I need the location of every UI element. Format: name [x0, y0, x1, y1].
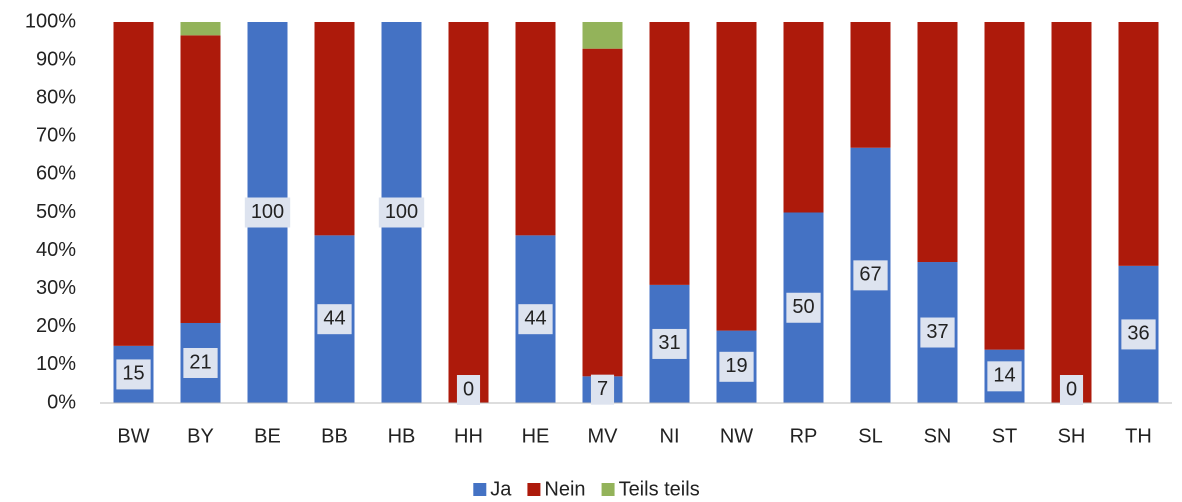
data-label: 14 — [993, 365, 1015, 387]
x-tick-label: BE — [254, 425, 281, 447]
data-label: 37 — [926, 321, 948, 343]
x-tick-label: HE — [522, 425, 550, 447]
data-label: 19 — [725, 355, 747, 377]
bar-segment — [984, 22, 1025, 350]
y-tick-label: 30% — [36, 277, 76, 299]
bar-segment — [314, 22, 355, 236]
x-tick-label: HB — [388, 425, 416, 447]
legend-swatch — [601, 483, 615, 496]
data-label: 21 — [189, 351, 211, 373]
y-tick-label: 40% — [36, 239, 76, 261]
bar-segment — [448, 22, 489, 403]
data-label-box — [518, 304, 553, 335]
data-label-box — [116, 359, 151, 390]
y-tick-label: 50% — [36, 201, 76, 223]
y-tick-label: 70% — [36, 125, 76, 147]
x-tick-label: TH — [1125, 425, 1152, 447]
x-tick-label: BY — [187, 425, 214, 447]
data-label: 0 — [1066, 378, 1077, 400]
data-label-box — [853, 260, 888, 291]
data-label-box — [244, 197, 291, 228]
data-label: 44 — [323, 307, 345, 329]
bar-segment — [515, 22, 556, 236]
x-tick-label: RP — [790, 425, 818, 447]
x-tick-label: SL — [858, 425, 882, 447]
data-label-box — [590, 374, 615, 405]
data-label-box — [652, 328, 687, 359]
x-tick-label: BB — [321, 425, 348, 447]
bar-segment — [1051, 22, 1092, 403]
data-label: 31 — [658, 332, 680, 354]
bar-segment — [180, 22, 221, 36]
data-label-box — [1059, 375, 1084, 405]
bar-segment — [649, 22, 690, 285]
x-tick-label: MV — [588, 425, 619, 447]
x-tick-label: SH — [1058, 425, 1086, 447]
legend-swatch — [473, 483, 487, 496]
data-label: 0 — [463, 378, 474, 400]
legend-swatch — [527, 483, 541, 496]
y-tick-label: 20% — [36, 315, 76, 337]
data-label: 36 — [1127, 323, 1149, 345]
data-label-box — [183, 347, 218, 378]
bar-segment — [113, 22, 154, 346]
bar-segment — [180, 35, 221, 323]
y-tick-label: 10% — [36, 353, 76, 375]
data-label-box — [1121, 319, 1156, 350]
data-label-box — [378, 197, 425, 228]
data-label: 100 — [251, 201, 284, 223]
y-tick-label: 100% — [25, 10, 76, 32]
data-label-box — [456, 375, 481, 405]
data-label: 7 — [597, 378, 608, 400]
y-tick-label: 0% — [47, 391, 76, 413]
bar-segment — [716, 22, 757, 331]
y-tick-label: 90% — [36, 48, 76, 70]
data-label-box — [719, 351, 754, 382]
data-label: 44 — [524, 307, 546, 329]
x-tick-label: NW — [720, 425, 753, 447]
y-tick-label: 80% — [36, 86, 76, 108]
x-tick-label: ST — [992, 425, 1018, 447]
bar-segment — [850, 22, 891, 148]
data-label-box — [317, 304, 352, 335]
data-label-box — [920, 317, 955, 348]
x-tick-label: BW — [117, 425, 149, 447]
bar-segment — [917, 22, 958, 263]
data-label: 50 — [792, 296, 814, 318]
legend-label: Ja — [490, 478, 512, 500]
x-tick-label: SN — [924, 425, 952, 447]
x-tick-label: HH — [454, 425, 483, 447]
x-tick-label: NI — [660, 425, 680, 447]
bar-segment — [1118, 22, 1159, 266]
data-label: 100 — [385, 201, 418, 223]
legend-label: Nein — [544, 478, 585, 500]
legend-label: Teils teils — [619, 478, 700, 500]
bar-segment — [582, 22, 623, 49]
data-label-box — [987, 361, 1022, 392]
data-label: 67 — [859, 264, 881, 286]
bar-segment — [783, 22, 824, 213]
bar-segment — [582, 48, 623, 377]
data-label: 15 — [122, 363, 144, 385]
y-tick-label: 60% — [36, 163, 76, 185]
data-label-box — [786, 292, 821, 323]
